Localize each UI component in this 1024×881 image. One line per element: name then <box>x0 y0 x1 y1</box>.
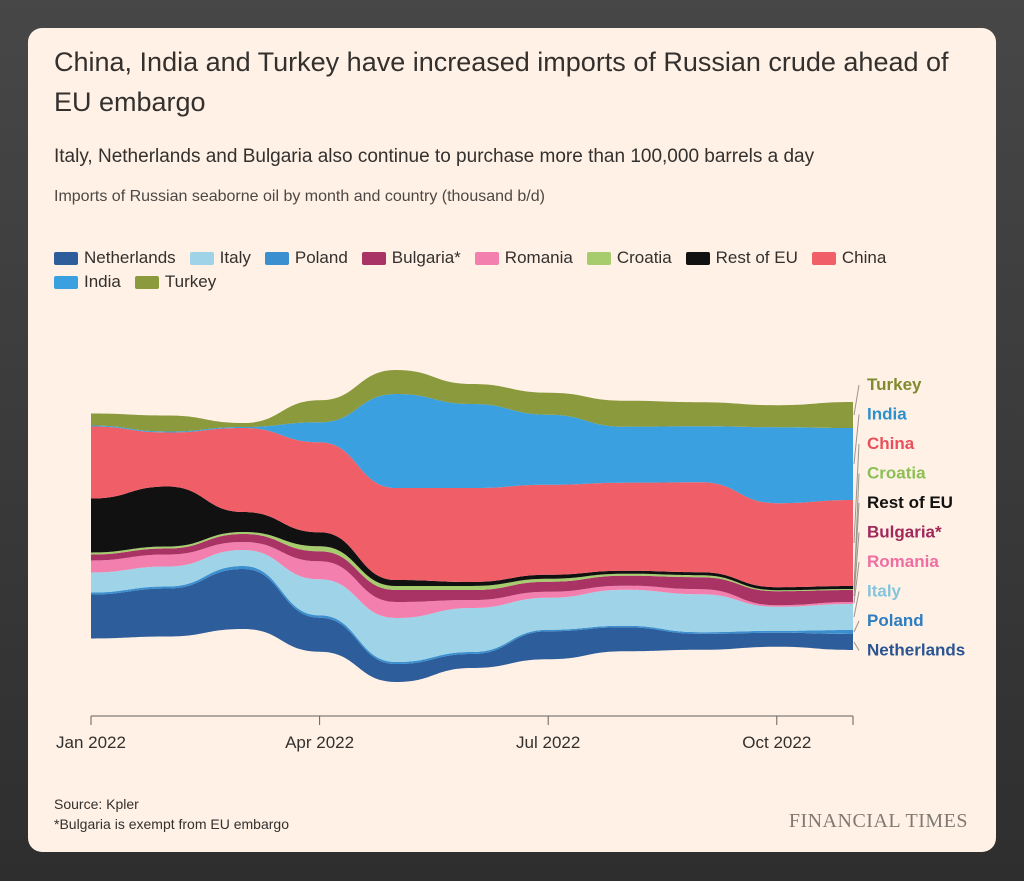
end-label-india: India <box>867 405 907 424</box>
chart-measure-label: Imports of Russian seaborne oil by month… <box>54 188 545 205</box>
legend-item-croatia: Croatia <box>586 248 672 268</box>
stream-layer-croatia <box>91 532 853 592</box>
legend-item-rest-of-eu: Rest of EU <box>685 248 798 268</box>
end-label-netherlands: Netherlands <box>867 641 965 660</box>
end-label-leader <box>853 591 860 618</box>
publisher-logo: FINANCIAL TIMES <box>788 810 968 832</box>
footnote-text: *Bulgaria is exempt from EU embargo <box>54 816 289 832</box>
end-label-leader <box>853 532 860 597</box>
source-note: Source: Kpler *Bulgaria is exempt from E… <box>54 794 289 834</box>
legend-swatch-india <box>54 275 78 289</box>
chart-plot: Jan 2022 Apr 2022 Jul 2022 Oct 2022 Turkey In… <box>56 370 965 752</box>
x-tick-label: Jul 2022 <box>516 733 580 752</box>
chart-title: China, India and Turkey have increased i… <box>54 47 949 117</box>
legend-item-romania: Romania <box>474 248 573 268</box>
end-label-china: China <box>867 434 915 453</box>
legend-label-turkey: Turkey <box>164 272 217 291</box>
end-label-leader <box>853 414 860 465</box>
end-label-poland: Poland <box>867 611 924 630</box>
legend-item-bulgaria: Bulgaria* <box>361 248 461 268</box>
legend-swatch-netherlands <box>54 251 78 265</box>
end-label-leader <box>853 384 860 416</box>
end-label-bulgaria: Bulgaria* <box>867 523 942 542</box>
legend-label-rest-of-eu: Rest of EU <box>715 248 798 267</box>
legend-swatch-bulgaria <box>361 251 386 265</box>
stream-layer-rest-of-eu <box>91 486 853 591</box>
legend-swatch-china <box>811 251 836 265</box>
end-label-croatia: Croatia <box>867 464 926 483</box>
end-label-italy: Italy <box>867 582 902 601</box>
end-label-romania: Romania <box>867 552 939 571</box>
legend-item-india: India <box>54 272 121 292</box>
source-text: Source: Kpler <box>54 796 139 812</box>
legend-swatch-rest-of-eu <box>685 251 710 265</box>
legend-item-netherlands: Netherlands <box>54 248 176 268</box>
end-label-leader <box>853 561 860 604</box>
stream-layer-romania <box>91 542 853 618</box>
legend-swatch-romania <box>474 251 499 265</box>
legend-label-croatia: Croatia <box>616 248 672 267</box>
legend-label-poland: Poland <box>294 248 348 267</box>
legend-swatch-poland <box>264 251 289 265</box>
stream-layers <box>91 370 853 682</box>
x-tick-label: Jan 2022 <box>56 733 126 752</box>
end-label-rest-of-eu: Rest of EU <box>867 493 953 512</box>
legend-label-bulgaria: Bulgaria* <box>391 248 461 267</box>
end-label-turkey: Turkey <box>867 375 922 394</box>
legend-label-india: India <box>84 272 121 291</box>
legend-item-poland: Poland <box>264 248 348 268</box>
x-tick-label: Apr 2022 <box>285 733 354 752</box>
legend-label-italy: Italy <box>219 248 251 267</box>
legend-label-china: China <box>841 248 887 267</box>
stream-layer-bulgaria <box>91 534 853 606</box>
legend-item-china: China <box>811 248 887 268</box>
legend-swatch-italy <box>189 251 214 265</box>
chart-legend: Netherlands Italy Poland Bulgaria* Romania Cr… <box>54 248 954 292</box>
legend-item-turkey: Turkey <box>134 272 217 292</box>
stream-layer-china <box>91 426 853 588</box>
legend-swatch-turkey <box>134 275 159 289</box>
chart-card: China, India and Turkey have increased i… <box>28 28 996 852</box>
x-tick-label: Oct 2022 <box>742 733 811 752</box>
legend-item-italy: Italy <box>189 248 251 268</box>
chart-subtitle: Italy, Netherlands and Bulgaria also con… <box>54 146 815 167</box>
end-label-leader <box>853 620 860 633</box>
legend-label-romania: Romania <box>504 248 573 267</box>
legend-label-netherlands: Netherlands <box>84 248 176 267</box>
end-label-leader <box>853 641 860 651</box>
legend-swatch-croatia <box>586 251 611 265</box>
end-label-leader <box>853 502 860 588</box>
end-label-leader <box>853 443 860 544</box>
stream-layer-india <box>91 394 853 504</box>
stream-layer-turkey <box>91 370 853 432</box>
stream-layer-netherlands <box>91 569 853 682</box>
stream-layer-italy <box>91 550 853 662</box>
